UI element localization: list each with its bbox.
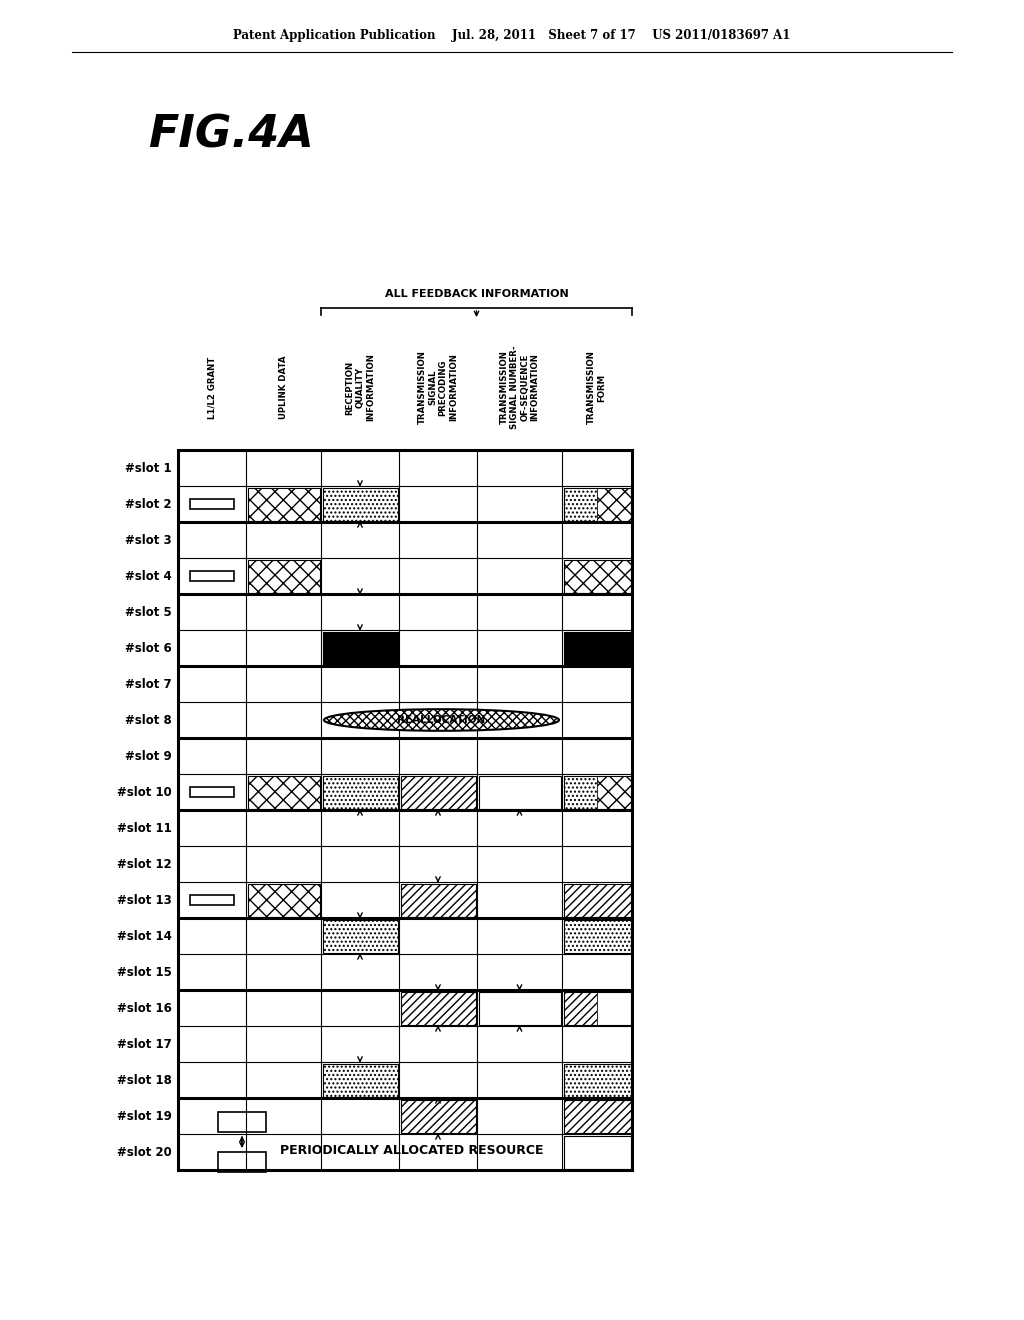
Bar <box>400 883 475 916</box>
Bar <box>563 1064 631 1097</box>
Bar <box>248 776 319 808</box>
Text: #slot 11: #slot 11 <box>118 821 172 834</box>
Text: #slot 4: #slot 4 <box>125 569 172 582</box>
Bar <box>563 1100 631 1133</box>
Bar <box>323 1064 397 1097</box>
Text: #slot 17: #slot 17 <box>118 1038 172 1051</box>
Text: Patent Application Publication    Jul. 28, 2011   Sheet 7 of 17    US 2011/01836: Patent Application Publication Jul. 28, … <box>233 29 791 41</box>
Bar <box>597 776 631 808</box>
Bar <box>323 776 397 808</box>
Text: REALLOCATION: REALLOCATION <box>397 715 485 725</box>
Text: ALL FEEDBACK INFORMATION: ALL FEEDBACK INFORMATION <box>385 289 568 300</box>
Bar <box>563 991 597 1024</box>
Text: L1/L2 GRANT: L1/L2 GRANT <box>208 356 216 418</box>
Text: #slot 12: #slot 12 <box>118 858 172 870</box>
Bar <box>218 1152 266 1172</box>
Bar <box>189 895 234 904</box>
Text: #slot 16: #slot 16 <box>117 1002 172 1015</box>
Bar <box>248 487 319 520</box>
Bar <box>189 787 234 797</box>
Text: #slot 18: #slot 18 <box>117 1073 172 1086</box>
Text: #slot 13: #slot 13 <box>118 894 172 907</box>
Text: TRANSMISSION
SIGNAL NUMBER-
OF-SEQUENCE
INFORMATION: TRANSMISSION SIGNAL NUMBER- OF-SEQUENCE … <box>500 346 540 429</box>
Bar <box>597 487 631 520</box>
Bar <box>248 883 319 916</box>
Text: PERIODICALLY ALLOCATED RESOURCE: PERIODICALLY ALLOCATED RESOURCE <box>280 1143 544 1156</box>
Text: #slot 2: #slot 2 <box>125 498 172 511</box>
Bar <box>563 560 631 593</box>
Text: #slot 20: #slot 20 <box>118 1146 172 1159</box>
Text: FIG.4A: FIG.4A <box>148 114 313 157</box>
Bar <box>563 920 631 953</box>
Bar <box>400 776 475 808</box>
Text: TRANSMISSION
FORM: TRANSMISSION FORM <box>588 351 606 425</box>
Text: #slot 9: #slot 9 <box>125 750 172 763</box>
Text: #slot 19: #slot 19 <box>117 1110 172 1122</box>
Text: #slot 7: #slot 7 <box>125 677 172 690</box>
Bar <box>189 499 234 508</box>
Bar <box>478 991 560 1024</box>
Text: #slot 10: #slot 10 <box>118 785 172 799</box>
Bar <box>400 1100 475 1133</box>
Bar <box>323 920 397 953</box>
Bar <box>478 776 560 808</box>
Bar <box>563 487 597 520</box>
Text: RECEPTION
QUALITY
INFORMATION: RECEPTION QUALITY INFORMATION <box>345 354 375 421</box>
Bar <box>597 991 631 1024</box>
Bar <box>563 631 631 664</box>
Text: #slot 15: #slot 15 <box>117 965 172 978</box>
Text: #slot 6: #slot 6 <box>125 642 172 655</box>
Text: UPLINK DATA: UPLINK DATA <box>279 356 288 420</box>
Bar <box>563 883 631 916</box>
Bar <box>189 572 234 581</box>
Text: #slot 14: #slot 14 <box>117 929 172 942</box>
Text: #slot 8: #slot 8 <box>125 714 172 726</box>
Text: #slot 1: #slot 1 <box>125 462 172 474</box>
Bar <box>218 1111 266 1133</box>
Bar <box>323 631 397 664</box>
Ellipse shape <box>324 709 559 731</box>
Text: TRANSMISSION
SIGNAL
PRECODING
INFORMATION: TRANSMISSION SIGNAL PRECODING INFORMATIO… <box>418 351 458 425</box>
Bar <box>400 991 475 1024</box>
Text: #slot 3: #slot 3 <box>125 533 172 546</box>
Bar <box>563 776 597 808</box>
Bar <box>323 487 397 520</box>
Bar <box>563 1135 631 1168</box>
Text: #slot 5: #slot 5 <box>125 606 172 619</box>
Bar <box>248 560 319 593</box>
